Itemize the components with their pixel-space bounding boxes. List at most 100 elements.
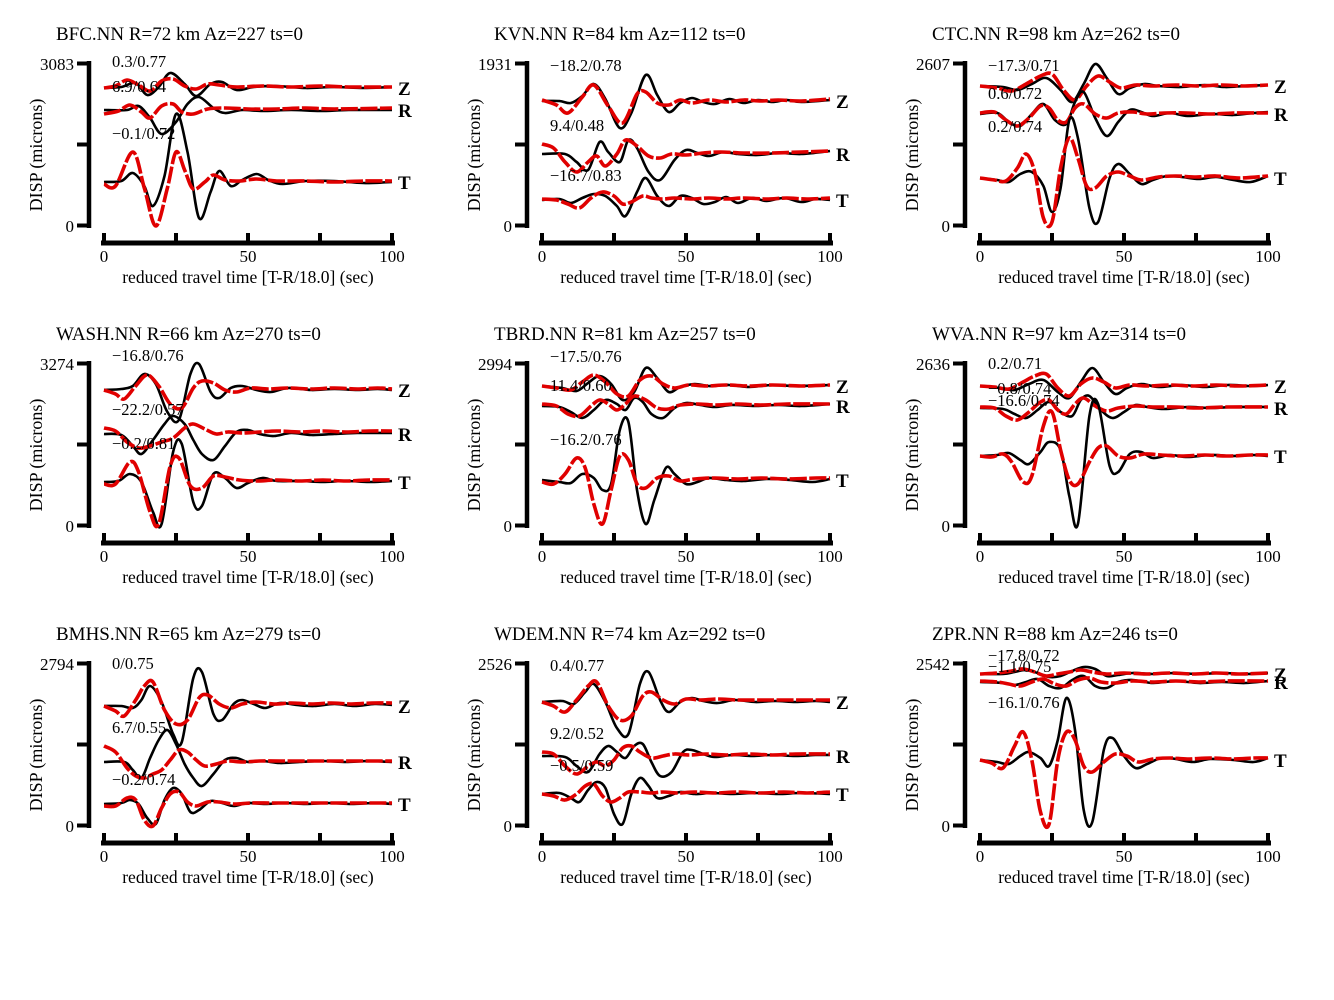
trace-synthetic <box>979 136 1269 229</box>
x-tick-label: 50 <box>678 247 695 266</box>
trace-synthetic <box>103 101 393 120</box>
trace-synthetic <box>103 678 393 727</box>
shift-correlation-annotation: −16.1/0.76 <box>988 693 1060 712</box>
waveform-fit-figure: BFC.NN R=72 km Az=227 ts=0 DISP (microns… <box>16 24 1330 924</box>
trace-synthetic <box>103 149 393 228</box>
shift-correlation-annotation: −0.2/0.74 <box>112 770 175 789</box>
shift-correlation-annotation: −18.2/0.78 <box>550 56 622 75</box>
trace-observed <box>103 95 393 136</box>
plot-svg: 3274 0 0 50 100 reduced travel time [T-R… <box>40 346 412 587</box>
x-axis-label: reduced travel time [T-R/18.0] (sec) <box>998 267 1250 287</box>
seismogram-panel: WVA.NN R=97 km Az=314 ts=0 DISP (microns… <box>892 324 1330 624</box>
x-axis-label: reduced travel time [T-R/18.0] (sec) <box>560 267 812 287</box>
component-label: Z <box>836 377 849 398</box>
trace-observed <box>979 696 1269 828</box>
trace-synthetic <box>103 744 392 780</box>
x-tick-label: 50 <box>1116 847 1133 866</box>
x-tick-label: 0 <box>976 847 985 866</box>
shift-correlation-annotation: 6.9/0.64 <box>112 77 166 96</box>
y-max-label: 2542 <box>916 655 950 674</box>
shift-correlation-annotation: −22.2/0.57 <box>112 400 184 419</box>
y-max-label: 2794 <box>40 655 75 674</box>
trace-observed <box>979 115 1269 226</box>
trace-observed <box>103 786 393 827</box>
shift-correlation-annotation: 0.4/0.77 <box>550 656 604 675</box>
trace-observed <box>103 666 393 747</box>
component-label: R <box>398 425 412 446</box>
x-tick-label: 100 <box>817 247 843 266</box>
trace-observed <box>541 396 831 420</box>
component-label: Z <box>836 92 849 113</box>
y-max-label: 2636 <box>916 355 950 374</box>
shift-correlation-annotation: 0.3/0.77 <box>112 52 166 71</box>
x-tick-label: 100 <box>817 547 843 566</box>
shift-correlation-annotation: 6.7/0.55 <box>112 718 166 737</box>
component-label: R <box>836 397 850 418</box>
shift-correlation-annotation: −0.2/0.81 <box>112 434 175 453</box>
component-label: T <box>1274 169 1287 190</box>
trace-synthetic <box>541 373 831 399</box>
x-tick-label: 50 <box>240 847 257 866</box>
trace-synthetic <box>979 101 1269 128</box>
plot-svg: 2526 0 0 50 100 reduced travel time [T-R… <box>478 655 850 887</box>
panel-title: WDEM.NN R=74 km Az=292 ts=0 <box>494 624 766 645</box>
trace-observed <box>541 138 831 182</box>
x-tick-label: 0 <box>538 847 547 866</box>
y-axis-label: DISP (microns) <box>902 98 922 212</box>
component-label: R <box>1274 399 1288 420</box>
component-label: T <box>836 191 849 212</box>
trace-synthetic <box>979 729 1269 830</box>
trace-synthetic <box>541 743 831 776</box>
panel-title: WASH.NN R=66 km Az=270 ts=0 <box>56 324 321 345</box>
trace-synthetic <box>541 452 831 526</box>
y-axis-label: DISP (microns) <box>464 98 484 212</box>
component-label: T <box>398 473 411 494</box>
x-tick-label: 50 <box>240 547 257 566</box>
y-zero-label: 0 <box>504 217 513 236</box>
shift-correlation-annotation: −0.8/0.74 <box>988 379 1051 398</box>
plot-svg: 2542 0 0 50 100 reduced travel time [T-R… <box>916 646 1288 887</box>
x-tick-label: 0 <box>538 547 547 566</box>
x-tick-label: 50 <box>1116 247 1133 266</box>
y-zero-label: 0 <box>942 517 951 536</box>
panel-title: TBRD.NN R=81 km Az=257 ts=0 <box>494 324 756 345</box>
y-zero-label: 0 <box>504 517 513 536</box>
x-tick-label: 100 <box>379 247 405 266</box>
component-label: R <box>1274 673 1288 694</box>
shift-correlation-annotation: 9.4/0.48 <box>550 116 604 135</box>
y-axis-label: DISP (microns) <box>26 398 46 512</box>
trace-synthetic <box>979 71 1269 102</box>
component-label: T <box>836 785 849 806</box>
component-label: Z <box>1274 377 1287 398</box>
y-axis-label: DISP (microns) <box>464 398 484 512</box>
seismogram-panel: ZPR.NN R=88 km Az=246 ts=0 DISP (microns… <box>892 624 1330 924</box>
shift-correlation-annotation: 0.2/0.74 <box>988 117 1042 136</box>
x-tick-label: 100 <box>817 847 843 866</box>
plot-svg: 1931 0 0 50 100 reduced travel time [T-R… <box>478 55 850 287</box>
x-axis-label: reduced travel time [T-R/18.0] (sec) <box>560 567 812 587</box>
x-tick-label: 0 <box>538 247 547 266</box>
shift-correlation-annotation: −16.7/0.83 <box>550 166 622 185</box>
y-axis-label: DISP (microns) <box>26 98 46 212</box>
trace-observed <box>979 394 1269 420</box>
plot-svg: 2607 0 0 50 100 reduced travel time [T-R… <box>916 55 1288 287</box>
shift-correlation-annotation: −17.3/0.71 <box>988 56 1060 75</box>
x-tick-label: 0 <box>100 247 109 266</box>
seismogram-panel: TBRD.NN R=81 km Az=257 ts=0 DISP (micron… <box>454 324 892 624</box>
y-max-label: 3274 <box>40 355 75 374</box>
trace-synthetic <box>541 190 831 210</box>
trace-synthetic <box>103 76 393 93</box>
y-max-label: 2994 <box>478 355 513 374</box>
plot-svg: 2994 0 0 50 100 reduced travel time [T-R… <box>478 347 850 587</box>
component-label: T <box>836 471 849 492</box>
trace-synthetic <box>541 394 831 419</box>
trace-synthetic <box>541 83 831 125</box>
y-axis-label: DISP (microns) <box>902 398 922 512</box>
panel-title: KVN.NN R=84 km Az=112 ts=0 <box>494 24 746 45</box>
shift-correlation-annotation: −0.1/0.72 <box>112 124 175 143</box>
x-tick-label: 0 <box>976 247 985 266</box>
x-axis-label: reduced travel time [T-R/18.0] (sec) <box>560 867 812 887</box>
shift-correlation-annotation: 0.6/0.72 <box>988 84 1042 103</box>
component-label: T <box>1274 751 1287 772</box>
x-tick-label: 50 <box>678 847 695 866</box>
